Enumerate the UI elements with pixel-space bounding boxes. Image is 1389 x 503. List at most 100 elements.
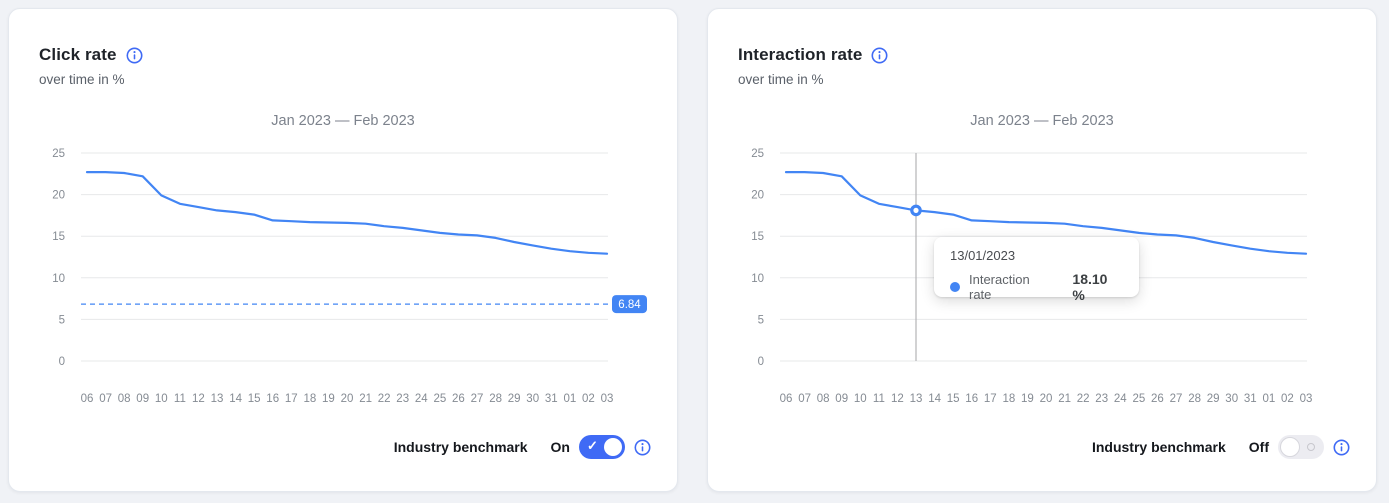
x-axis-label: 02 [582,393,595,405]
x-axis-label: 14 [229,393,242,405]
x-axis-label: 03 [1300,393,1313,405]
x-axis-label: 07 [99,393,112,405]
x-axis-label: 15 [947,393,960,405]
benchmark-label: Industry benchmark [1091,439,1226,455]
y-axis-label: 20 [751,190,764,202]
y-axis-label: 5 [758,314,764,326]
y-axis-label: 15 [52,231,65,243]
card-header: Click rate over time in % [39,45,143,87]
x-axis-label: 08 [118,393,131,405]
x-axis-label: 28 [1188,393,1201,405]
x-axis-label: 26 [452,393,465,405]
y-axis-label: 20 [52,190,65,202]
x-axis-label: 16 [965,393,978,405]
card-title: Interaction rate [738,45,863,64]
x-axis-label: 21 [359,393,372,405]
chart-date-range: Jan 2023 — Feb 2023 [970,113,1114,129]
click-rate-card: 0 5 10 15 20 25 06 07 08 09 10 11 12 13 14 15 16 17 18 19 20… [8,8,678,492]
x-axis-label: 11 [873,393,885,405]
x-axis-label: 18 [1003,393,1016,405]
x-axis-label: 29 [1207,393,1220,405]
benchmark-info-icon[interactable] [1333,439,1350,456]
y-axis-label: 5 [59,314,65,326]
x-axis-label: 31 [545,393,558,405]
x-axis-label: 31 [1244,393,1257,405]
x-axis-label: 06 [81,393,94,405]
x-axis-label: 25 [434,393,447,405]
industry-benchmark-toggle[interactable]: ✓ [579,435,625,459]
x-axis-label: 29 [508,393,521,405]
tooltip-value: 18.10 % [1072,271,1108,303]
card-subtitle: over time in % [39,72,125,87]
x-axis-label: 12 [192,393,205,405]
series-line [85,171,609,255]
series-dot-icon [950,282,960,292]
x-axis-label: 30 [1225,393,1238,405]
x-axis-label: 10 [155,393,168,405]
x-axis-label: 26 [1151,393,1164,405]
x-axis-label: 08 [817,393,830,405]
toggle-knob [604,438,622,456]
y-axis-label: 0 [758,356,764,368]
x-axis-label: 10 [854,393,867,405]
check-icon: ✓ [587,438,598,453]
industry-benchmark-toggle[interactable] [1278,435,1324,459]
x-axis-label: 02 [1281,393,1294,405]
x-axis-label: 19 [1021,393,1034,405]
x-axis-label: 09 [136,393,149,405]
toggle-off-ring-icon [1307,443,1315,451]
x-axis-label: 24 [1114,393,1127,405]
x-axis-label: 22 [1077,393,1090,405]
x-axis-label: 15 [248,393,261,405]
x-axis-label: 20 [341,393,354,405]
card-title: Click rate [39,45,117,64]
x-axis-label: 13 [211,393,224,405]
x-axis-label: 25 [1133,393,1146,405]
tooltip-date: 13/01/2023 [950,248,1016,263]
info-icon[interactable] [126,47,143,64]
click-rate-chart[interactable]: 0 5 10 15 20 25 06 07 08 09 10 11 12 13 14 15 16 17 18 19 20… [9,9,679,429]
x-axis-label: 01 [564,393,577,405]
highlighted-point [910,204,922,217]
y-axis-label: 25 [751,148,764,160]
x-axis-label: 07 [798,393,811,405]
x-axis-label: 28 [489,393,502,405]
x-axis-label: 06 [780,393,793,405]
benchmark-control: Industry benchmark On ✓ [394,435,651,459]
benchmark-state: On [550,439,570,455]
x-axis-label: 18 [304,393,317,405]
toggle-knob [1280,437,1300,457]
x-axis-label: 16 [266,393,279,405]
x-axis-label: 24 [415,393,428,405]
series-line [784,171,1308,255]
x-axis-label: 12 [891,393,904,405]
x-axis-label: 23 [396,393,409,405]
info-icon[interactable] [871,47,888,64]
card-subtitle: over time in % [738,72,824,87]
x-axis-label: 17 [984,393,997,405]
x-axis-label: 14 [928,393,941,405]
x-axis-label: 22 [378,393,391,405]
benchmark-label: Industry benchmark [393,439,528,455]
chart-date-range: Jan 2023 — Feb 2023 [271,113,415,129]
benchmark-value-label: 6.84 [618,299,641,311]
benchmark-state: Off [1248,439,1269,455]
x-axis-label: 17 [285,393,298,405]
chart-tooltip: 13/01/2023 Interaction rate 18.10 % [934,237,1139,303]
x-axis-label: 13 [910,393,923,405]
x-axis-label: 30 [526,393,539,405]
x-axis-label: 27 [471,393,484,405]
benchmark-control: Industry benchmark Off [1092,435,1350,459]
y-axis-label: 15 [751,231,764,243]
x-axis-label: 03 [601,393,614,405]
x-axis-label: 27 [1170,393,1183,405]
x-axis-label: 20 [1040,393,1053,405]
y-axis-label: 25 [52,148,65,160]
x-axis-label: 23 [1095,393,1108,405]
interaction-rate-card: 0 5 10 15 20 25 06 07 08 09 10 11 12 13 14 15 16 17 18 19 20… [707,8,1377,492]
y-axis-label: 0 [59,356,65,368]
benchmark-info-icon[interactable] [634,439,651,456]
x-axis-label: 11 [174,393,186,405]
x-axis-label: 19 [322,393,335,405]
x-axis-label: 01 [1263,393,1276,405]
